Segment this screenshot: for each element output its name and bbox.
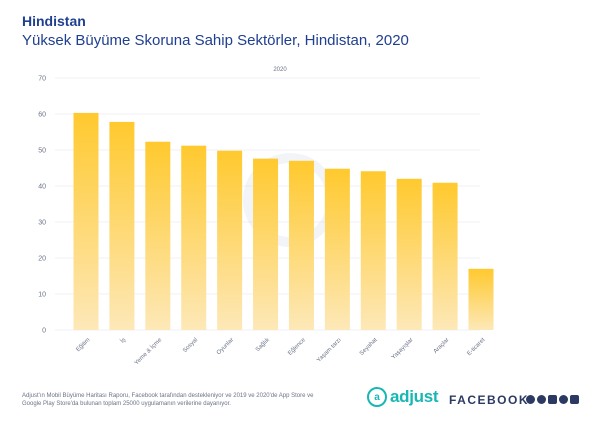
bar: [432, 182, 458, 330]
legend-label: 2020: [273, 67, 287, 73]
bar: [181, 145, 207, 330]
bar: [145, 141, 171, 330]
chart-subtitle: Yüksek Büyüme Skoruna Sahip Sektörler, H…: [22, 32, 409, 49]
bar: [288, 160, 314, 330]
instagram-icon: [548, 395, 557, 404]
whatsapp-icon: [559, 395, 568, 404]
adjust-logo: a adjust: [367, 387, 439, 407]
adjust-logo-icon: a: [367, 387, 387, 407]
y-tick-label: 0: [42, 328, 46, 335]
x-tick-label: Yaşayışlar: [391, 337, 415, 361]
bar: [324, 168, 350, 330]
source-footnote: Adjust'ın Mobil Büyüme Haritası Raporu, …: [22, 393, 314, 407]
x-tick-label: Oyunlar: [216, 337, 235, 356]
x-tick-label: Sosyal: [182, 337, 199, 354]
y-tick-label: 60: [38, 112, 46, 119]
x-tick-label: Sağlık: [255, 336, 272, 353]
x-tick-label: Araçlar: [433, 337, 451, 355]
facebook-icon: [526, 395, 535, 404]
bar: [73, 112, 99, 330]
bar: [396, 178, 422, 330]
messenger-icon: [537, 395, 546, 404]
y-axis-ticks: 0 10 20 30 40 50 60 70: [38, 76, 46, 335]
bar: [468, 268, 494, 330]
y-tick-label: 30: [38, 220, 46, 227]
bar: [109, 121, 135, 330]
page-title: Hindistan: [22, 13, 86, 29]
adjust-logo-text: adjust: [390, 387, 439, 406]
x-tick-label: Eğitim: [75, 337, 91, 353]
y-tick-label: 50: [38, 148, 46, 155]
bar: [253, 158, 279, 330]
y-tick-label: 70: [38, 76, 46, 83]
x-tick-label: Yeme & İçme: [133, 336, 163, 366]
social-icons: [526, 395, 579, 404]
x-tick-label: Seyahat: [359, 337, 379, 357]
bar: [217, 150, 243, 330]
y-tick-label: 40: [38, 184, 46, 191]
oculus-icon: [570, 395, 579, 404]
bar: [360, 171, 386, 330]
x-tick-label: E-ticaret: [466, 337, 486, 357]
x-tick-label: Yaşam tarzı: [316, 337, 343, 364]
bars: [73, 112, 494, 330]
x-tick-label: Eğlence: [287, 337, 307, 357]
x-tick-label: İş: [119, 336, 127, 344]
bar-chart: 0 10 20 30 40 50 60 70 Eğitim İş Yeme & İçme Sosya…: [38, 67, 494, 366]
x-axis-labels: Eğitim İş Yeme & İçme Sosyal Oyunlar Sağlık Eğ…: [75, 336, 486, 366]
facebook-logo: FACEBOOK: [449, 393, 530, 407]
y-tick-label: 10: [38, 292, 46, 299]
y-tick-label: 20: [38, 256, 46, 263]
